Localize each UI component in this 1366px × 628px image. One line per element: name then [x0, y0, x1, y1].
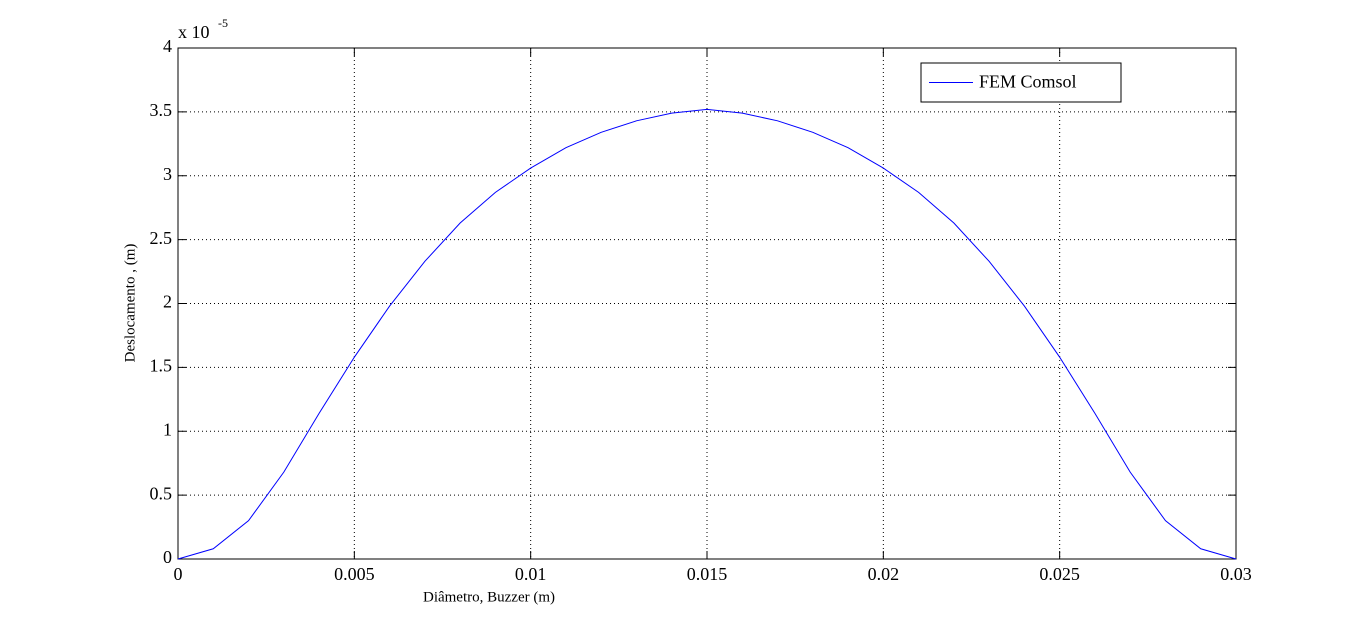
- y-tick-label: 0.5: [150, 483, 173, 503]
- y-multiplier: x 10: [178, 22, 210, 42]
- x-tick-label: 0.025: [1039, 564, 1080, 584]
- y-tick-label: 2.5: [150, 228, 173, 248]
- y-tick-label: 1.5: [150, 356, 173, 376]
- y-tick-label: 1: [163, 419, 172, 439]
- y-tick-label: 0: [163, 547, 172, 567]
- y-tick-label: 2: [163, 292, 172, 312]
- x-tick-label: 0: [174, 564, 183, 584]
- legend-label: FEM Comsol: [979, 72, 1077, 92]
- y-axis-label: Deslocamento , (m): [122, 244, 138, 363]
- line-series: [177, 108, 1237, 560]
- y-tick-label: 3.5: [150, 100, 173, 120]
- axes-box: [177, 47, 1237, 560]
- x-tick-label: 0.03: [1220, 564, 1252, 584]
- x-tick-label: 0.015: [687, 564, 728, 584]
- y-multiplier-exponent: -5: [218, 16, 228, 30]
- x-tick-label: 0.005: [334, 564, 375, 584]
- x-tick-label: 0.02: [868, 564, 900, 584]
- y-tick-label: 4: [163, 36, 172, 56]
- x-tick-label: 0.01: [515, 564, 547, 584]
- x-axis-label: Diâmetro, Buzzer (m): [423, 589, 555, 605]
- y-tick-label: 3: [163, 164, 172, 184]
